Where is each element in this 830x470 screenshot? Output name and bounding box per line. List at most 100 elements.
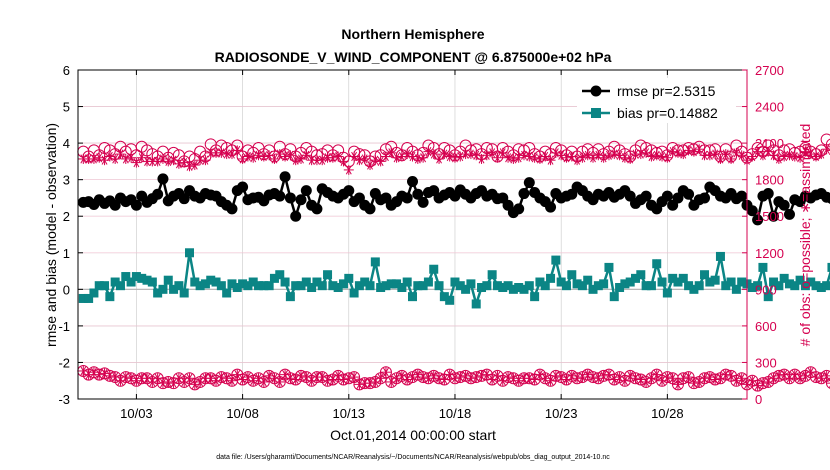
obs-assimilated-point — [529, 152, 540, 163]
bias-point — [264, 281, 274, 291]
obs-low-assimilated-point — [826, 378, 830, 388]
y-axis-ticks: -3 -2 -1 0 1 2 3 4 5 6 — [58, 63, 83, 407]
bias-point — [195, 281, 205, 291]
bias-point — [105, 292, 115, 302]
rmse-point — [762, 188, 774, 200]
bias-point — [753, 281, 763, 291]
obs-assimilated-point — [662, 152, 673, 163]
rmse-point — [513, 203, 525, 215]
obs-assimilated-point — [465, 149, 476, 160]
obs-low-assimilated-point — [667, 373, 678, 384]
bias-point — [386, 279, 396, 289]
obs-assimilated-point — [593, 150, 604, 161]
obs-assimilated-point — [179, 157, 190, 168]
bias-point — [179, 288, 189, 298]
obs-assimilated-point — [789, 151, 800, 162]
bias-point — [413, 281, 423, 291]
obs-assimilated-point — [736, 150, 747, 161]
obs-assimilated-point — [603, 150, 614, 161]
bias-point — [567, 270, 577, 280]
bias-point — [445, 295, 455, 305]
obs-assimilated-point — [651, 150, 662, 161]
rmse-point — [640, 190, 652, 202]
y2-tick-label: 300 — [755, 355, 777, 370]
obs-assimilated-point — [471, 150, 482, 161]
rmse-point — [699, 192, 711, 204]
bias-point — [530, 292, 540, 302]
obs-assimilated-point — [492, 152, 503, 163]
obs-assimilated-point — [625, 153, 636, 164]
bias-point — [147, 277, 157, 287]
bias-point — [758, 262, 768, 272]
rmse-point — [401, 192, 413, 204]
bias-point — [153, 288, 163, 298]
bias-point — [668, 273, 678, 283]
bias-point — [248, 277, 258, 287]
bias-point — [779, 273, 789, 283]
bias-point — [710, 275, 720, 285]
bias-point — [434, 281, 444, 291]
obs-assimilated-point — [683, 145, 694, 156]
bias-point — [200, 279, 210, 289]
bias-point — [137, 273, 147, 283]
obs-assimilated-point — [322, 152, 333, 163]
bias-point — [588, 284, 598, 294]
obs-assimilated-point — [635, 149, 646, 160]
bias-point — [126, 277, 136, 287]
y-tick-label: -1 — [58, 319, 70, 334]
bias-point — [376, 283, 386, 293]
bias-point — [381, 281, 391, 291]
rmse-point — [300, 185, 312, 197]
bias-point — [577, 281, 587, 291]
bias-point — [487, 270, 497, 280]
obs-assimilated-point — [460, 149, 471, 160]
obs-assimilated-point — [487, 147, 498, 158]
bias-point — [418, 281, 428, 291]
bias-point — [280, 277, 290, 287]
bias-point — [784, 279, 794, 289]
bias-point — [429, 264, 439, 274]
bias-point — [333, 283, 343, 293]
rmse-point — [826, 193, 830, 204]
bias-point — [206, 275, 216, 285]
rmse-point — [518, 188, 530, 200]
rmse-series — [77, 171, 830, 226]
bias-point — [344, 273, 354, 283]
bias-point — [211, 277, 221, 287]
bias-point — [524, 281, 534, 291]
obs-low-possible-point — [825, 377, 830, 389]
bias-point — [540, 281, 550, 291]
obs-assimilated-point — [386, 147, 397, 158]
obs-assimilated-point — [816, 149, 827, 160]
legend-rmse-marker — [590, 85, 602, 97]
bias-point — [328, 281, 338, 291]
chart-subtitle: RADIOSONDE_V_WIND_COMPONENT @ 6.875000e+… — [215, 49, 612, 65]
bias-point — [747, 283, 757, 293]
bias-point — [142, 275, 152, 285]
obs-assimilated-point — [391, 152, 402, 163]
bias-point — [514, 283, 524, 293]
bias-point — [100, 281, 110, 291]
obs-assimilated-point — [561, 152, 572, 163]
rmse-point — [523, 177, 535, 189]
bias-point — [307, 283, 317, 293]
obs-low-assimilated-point — [651, 369, 662, 380]
obs-assimilated-point — [795, 152, 806, 163]
bias-point — [700, 270, 710, 280]
obs-assimilated-point — [609, 149, 620, 160]
obs-assimilated-point — [216, 147, 227, 158]
rmse-point — [152, 188, 164, 200]
y-tick-label: 4 — [63, 136, 70, 151]
bias-point — [216, 281, 226, 291]
bias-series — [78, 248, 830, 309]
bias-point — [365, 281, 375, 291]
rmse-point — [768, 210, 780, 222]
obs-assimilated-point — [380, 151, 391, 162]
obs-assimilated-point — [449, 152, 460, 163]
bias-point — [259, 281, 269, 291]
bias-point — [631, 273, 640, 283]
bias-point — [439, 292, 449, 302]
rmse-point — [157, 173, 169, 185]
obs-assimilated-point — [779, 151, 790, 162]
bias-point — [519, 284, 529, 294]
